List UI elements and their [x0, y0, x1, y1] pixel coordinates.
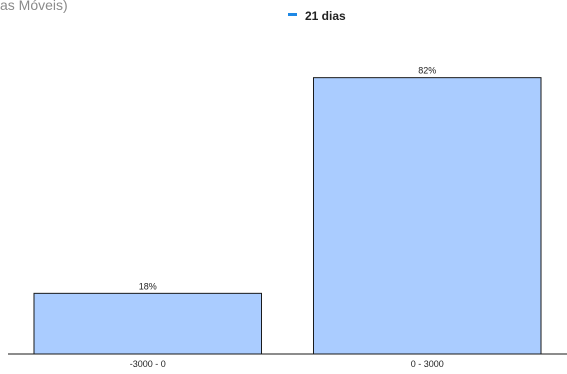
chart-subtitle: as Móveis)	[0, 0, 68, 13]
bar-value-label-1: 18%	[139, 281, 157, 291]
bar-1	[33, 292, 263, 355]
legend: 21 dias	[288, 9, 346, 23]
legend-swatch	[288, 13, 297, 16]
legend-label: 21 dias	[305, 9, 346, 23]
x-tick-label-2: 0 - 3000	[411, 359, 444, 369]
x-tick-label-1: -3000 - 0	[130, 359, 166, 369]
bar-2	[312, 77, 542, 355]
bar-value-label-2: 82%	[418, 66, 436, 76]
bars-group: 18% -3000 - 0 82% 0 - 3000	[33, 66, 542, 369]
